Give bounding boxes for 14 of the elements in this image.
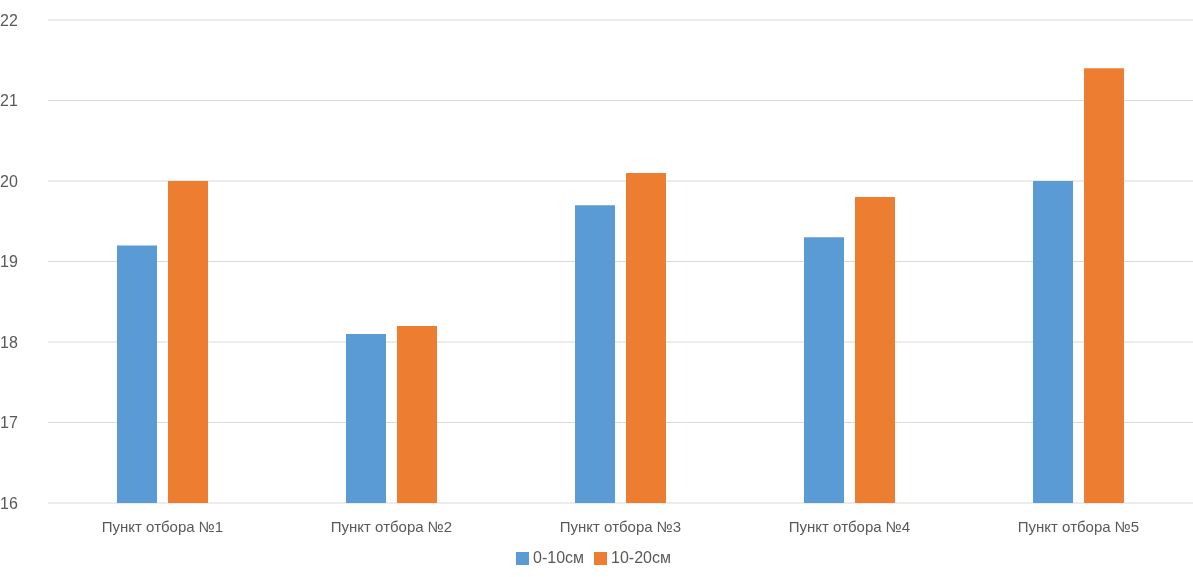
x-tick-label: Пункт отбора №2 xyxy=(330,517,453,535)
x-tick-label: Пункт отбора №1 xyxy=(101,517,224,535)
y-tick-label: 17 xyxy=(0,414,18,432)
x-tick-label: Пункт отбора №4 xyxy=(788,517,911,535)
y-tick-label: 18 xyxy=(0,333,18,351)
y-tick-label: 19 xyxy=(0,253,18,271)
y-tick-label: 16 xyxy=(0,494,18,512)
legend-label: 0-10см xyxy=(533,549,585,566)
y-tick-label: 21 xyxy=(0,92,18,110)
x-tick-label: Пункт отбора №5 xyxy=(1017,517,1140,535)
legend-label: 10-20см xyxy=(611,549,671,566)
y-tick-label: 20 xyxy=(0,172,18,190)
x-tick-label: Пункт отбора №3 xyxy=(559,517,682,535)
y-tick-label: 22 xyxy=(0,11,18,29)
